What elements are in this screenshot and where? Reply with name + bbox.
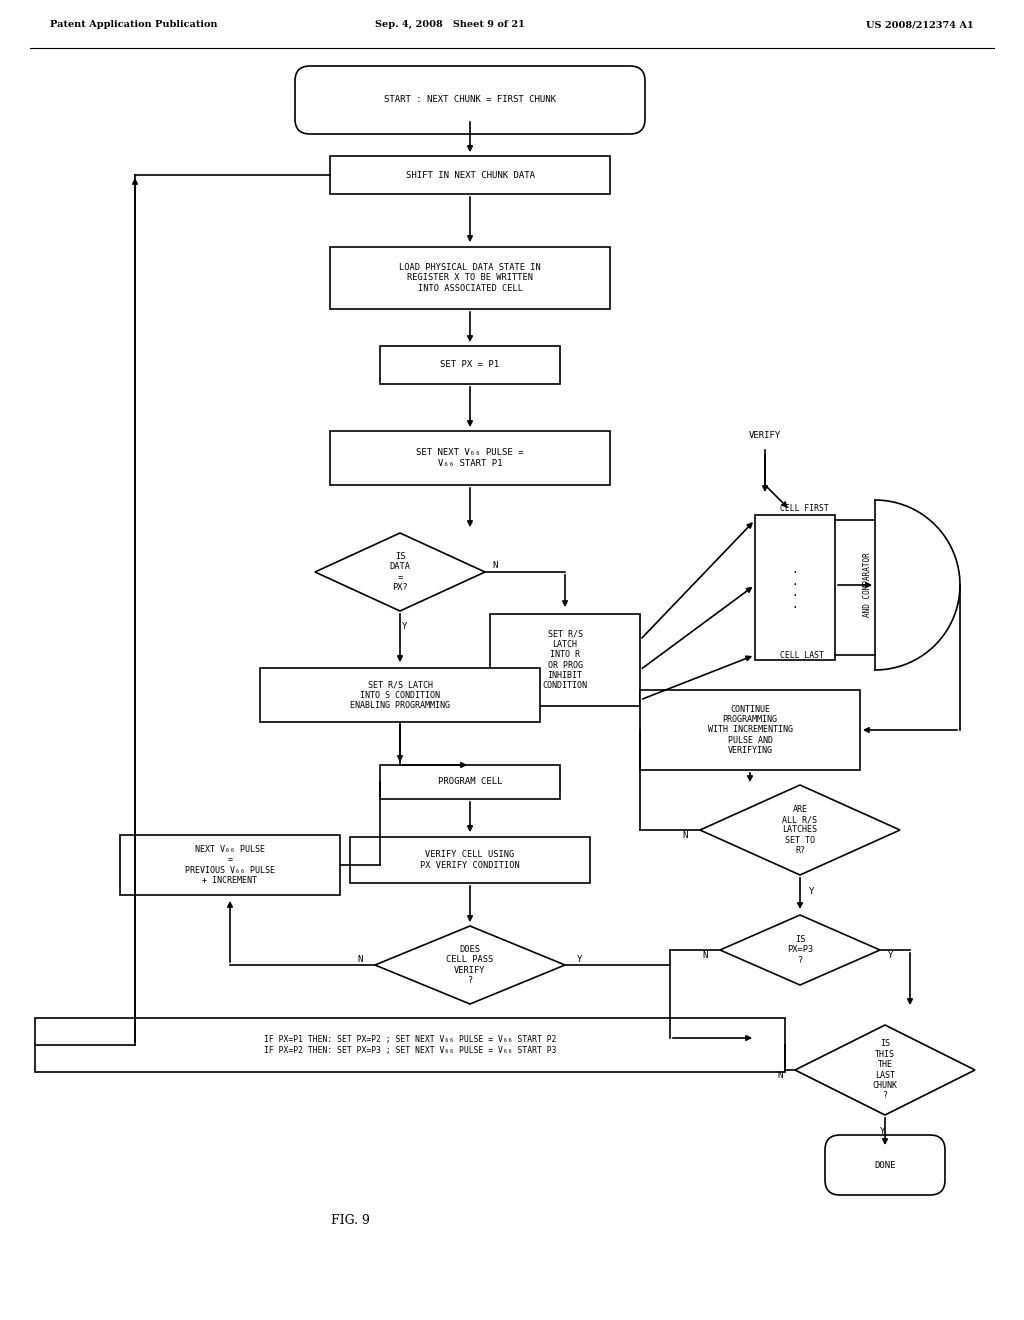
Text: Y: Y [888, 952, 893, 961]
Text: ARE
ALL R/S
LATCHES
SET TO
R?: ARE ALL R/S LATCHES SET TO R? [782, 805, 817, 855]
Text: DONE: DONE [874, 1160, 896, 1170]
Text: SET R/S LATCH
INTO S CONDITION
ENABLING PROGRAMMING: SET R/S LATCH INTO S CONDITION ENABLING … [350, 680, 450, 710]
Text: Patent Application Publication: Patent Application Publication [50, 20, 217, 29]
Polygon shape [795, 1026, 975, 1115]
Text: IS
THIS
THE
LAST
CHUNK
?: IS THIS THE LAST CHUNK ? [872, 1040, 897, 1101]
Text: VERIFY: VERIFY [749, 430, 781, 440]
Text: DOES
CELL PASS
VERIFY
?: DOES CELL PASS VERIFY ? [446, 945, 494, 985]
Text: VERIFY CELL USING
PX VERIFY CONDITION: VERIFY CELL USING PX VERIFY CONDITION [420, 850, 520, 870]
Text: IF PX=P1 THEN: SET PX=P2 ; SET NEXT V₆₆ PULSE = V₆₆ START P2
IF PX=P2 THEN: SET : IF PX=P1 THEN: SET PX=P2 ; SET NEXT V₆₆ … [264, 1035, 556, 1055]
Text: FIG. 9: FIG. 9 [331, 1213, 370, 1226]
Text: AND COMPARATOR: AND COMPARATOR [863, 553, 872, 618]
Polygon shape [375, 927, 565, 1005]
Text: Y: Y [577, 954, 583, 964]
Text: .
.
.
.: . . . . [792, 565, 799, 610]
FancyBboxPatch shape [295, 66, 645, 135]
FancyBboxPatch shape [330, 247, 610, 309]
FancyBboxPatch shape [380, 346, 560, 384]
FancyBboxPatch shape [825, 1135, 945, 1195]
Text: SHIFT IN NEXT CHUNK DATA: SHIFT IN NEXT CHUNK DATA [406, 170, 535, 180]
FancyBboxPatch shape [755, 515, 835, 660]
Text: START : NEXT CHUNK = FIRST CHUNK: START : NEXT CHUNK = FIRST CHUNK [384, 95, 556, 104]
Text: SET NEXT V₆₆ PULSE =
V₆₆ START P1: SET NEXT V₆₆ PULSE = V₆₆ START P1 [416, 449, 523, 467]
FancyBboxPatch shape [330, 432, 610, 484]
Text: N: N [683, 832, 688, 841]
FancyBboxPatch shape [260, 668, 540, 722]
FancyBboxPatch shape [35, 1018, 785, 1072]
Text: N: N [777, 1072, 783, 1081]
Text: LOAD PHYSICAL DATA STATE IN
REGISTER X TO BE WRITTEN
INTO ASSOCIATED CELL: LOAD PHYSICAL DATA STATE IN REGISTER X T… [399, 263, 541, 293]
Text: PROGRAM CELL: PROGRAM CELL [437, 777, 502, 787]
Polygon shape [700, 785, 900, 875]
FancyBboxPatch shape [490, 614, 640, 706]
Polygon shape [315, 533, 485, 611]
Text: Y: Y [881, 1127, 886, 1137]
Text: Y: Y [402, 622, 408, 631]
Text: US 2008/212374 A1: US 2008/212374 A1 [866, 20, 974, 29]
Text: N: N [702, 952, 708, 961]
Text: CONTINUE
PROGRAMMING
WITH INCREMENTING
PULSE AND
VERIFYING: CONTINUE PROGRAMMING WITH INCREMENTING P… [708, 705, 793, 755]
FancyBboxPatch shape [640, 690, 860, 770]
Text: Sep. 4, 2008   Sheet 9 of 21: Sep. 4, 2008 Sheet 9 of 21 [375, 20, 525, 29]
Text: CELL LAST: CELL LAST [780, 651, 824, 660]
FancyBboxPatch shape [330, 156, 610, 194]
FancyBboxPatch shape [380, 766, 560, 799]
Text: Y: Y [809, 887, 815, 896]
Polygon shape [720, 915, 880, 985]
Text: IS
DATA
=
PX?: IS DATA = PX? [389, 552, 411, 593]
Text: NEXT V₆₆ PULSE
=
PREVIOUS V₆₆ PULSE
+ INCREMENT: NEXT V₆₆ PULSE = PREVIOUS V₆₆ PULSE + IN… [185, 845, 275, 886]
Text: N: N [492, 561, 498, 570]
Text: SET R/S
LATCH
INTO R
OR PROG
INHIBIT
CONDITION: SET R/S LATCH INTO R OR PROG INHIBIT CON… [543, 630, 588, 690]
FancyBboxPatch shape [350, 837, 590, 883]
Text: N: N [357, 954, 362, 964]
FancyBboxPatch shape [120, 836, 340, 895]
Text: CELL FIRST: CELL FIRST [780, 503, 828, 512]
Text: IS
PX=P3
?: IS PX=P3 ? [786, 935, 813, 965]
Text: SET PX = P1: SET PX = P1 [440, 360, 500, 370]
